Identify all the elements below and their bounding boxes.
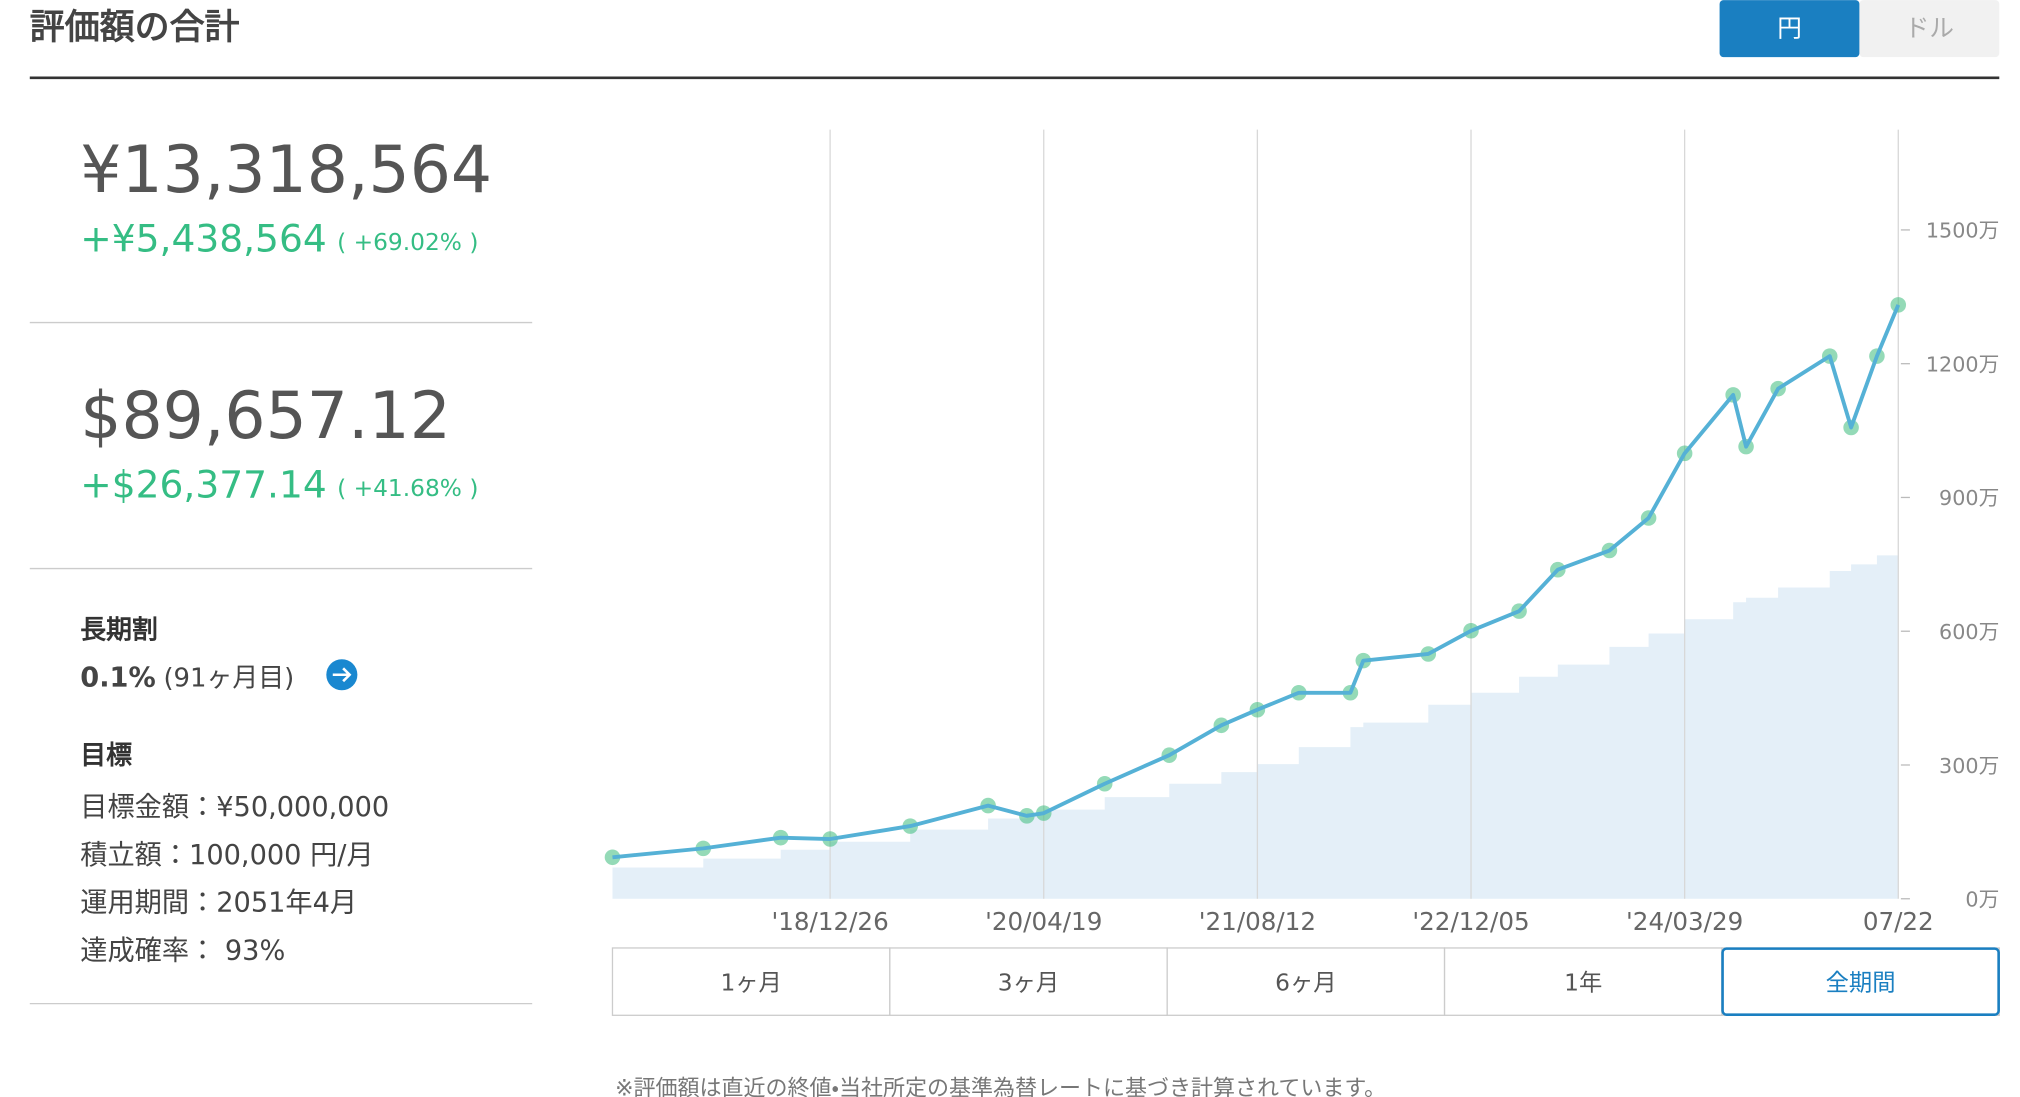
x-tick-label: '18/12/26: [772, 907, 889, 936]
page-title: 評価額の合計: [30, 8, 240, 48]
x-tick-label: '24/03/29: [1626, 907, 1743, 936]
goal-title: 目標: [80, 741, 132, 771]
x-tick-label: '21/08/12: [1199, 907, 1316, 936]
period-label[interactable]: 1年: [1564, 970, 1602, 997]
period-button[interactable]: [889, 947, 1168, 1016]
period-label[interactable]: 6ヶ月: [1275, 970, 1336, 997]
arrow-icon[interactable]: [332, 667, 352, 683]
currency-yen-label[interactable]: 円: [1777, 13, 1802, 42]
y-tick-label: 0万: [1965, 888, 1999, 912]
goal-row: 積立額：100,000 円/月: [80, 840, 373, 871]
x-tick-label: 07/22: [1863, 907, 1934, 936]
long-term-rate: 0.1%: [80, 662, 155, 693]
period-label[interactable]: 全期間: [1826, 970, 1896, 997]
valuation-line: [612, 304, 1901, 860]
invested-area: [612, 547, 1899, 899]
period-button[interactable]: [1166, 947, 1446, 1016]
goal-row: 目標金額：¥50,000,000: [80, 792, 389, 823]
usd-gain: +$26,377.14: [80, 462, 326, 506]
period-button[interactable]: [611, 947, 891, 1016]
yen-total: ¥13,318,564: [80, 133, 492, 208]
long-term-title: 長期割: [80, 615, 158, 645]
x-tick-label: '22/12/05: [1412, 907, 1529, 936]
y-tick-label: 300万: [1939, 754, 1999, 778]
currency-usd-label[interactable]: ドル: [1905, 13, 1954, 42]
y-tick-label: 900万: [1939, 486, 1999, 510]
currency-yen-button[interactable]: [1719, 0, 1860, 58]
y-tick-label: 600万: [1939, 620, 1999, 644]
period-button-selected[interactable]: [1721, 947, 2000, 1016]
long-term-link[interactable]: [326, 659, 358, 691]
footnote: ※評価額は直近の終値・当社所定の基準為替レートに基づき計算されています。: [615, 1077, 1386, 1097]
x-tick-label: '20/04/19: [985, 907, 1102, 936]
period-label[interactable]: 3ヶ月: [998, 970, 1059, 997]
goal-row: 運用期間：2051年4月: [80, 888, 357, 919]
goal-row: 達成確率： 93%: [80, 936, 285, 967]
period-label[interactable]: 1ヶ月: [720, 970, 781, 997]
period-buttons: 1ヶ月 3ヶ月 6ヶ月 1年 全期間: [611, 947, 2000, 1016]
yen-gain: +¥5,438,564: [80, 216, 326, 260]
currency-usd-button[interactable]: [1859, 0, 2000, 58]
y-tick-label: 1500万: [1926, 219, 1999, 243]
usd-gain-pct: ( +41.68% ): [337, 475, 478, 502]
usd-total: $89,657.12: [80, 379, 451, 454]
chart: '18/12/26 '20/04/19 '21/08/12 '22/12/05 '24/…: [604, 129, 1999, 936]
period-button[interactable]: [1443, 947, 1723, 1016]
long-term-months: (91ヶ月目): [163, 663, 294, 693]
y-tick-label: 1200万: [1926, 352, 1999, 376]
yen-gain-pct: ( +69.02% ): [337, 229, 478, 256]
